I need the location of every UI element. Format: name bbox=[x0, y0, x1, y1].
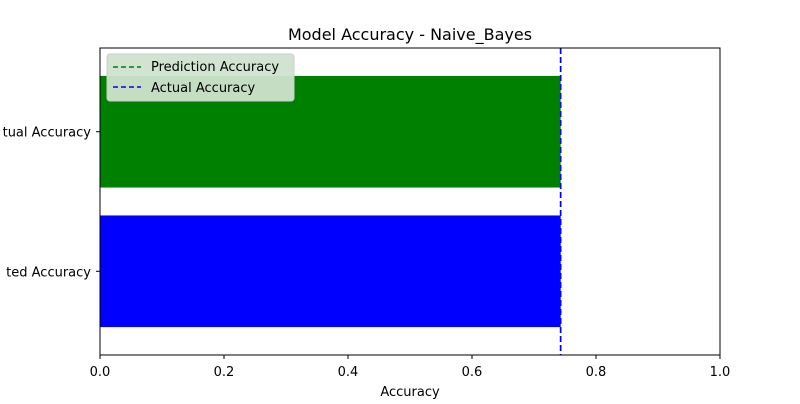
x-tick-label: 0.8 bbox=[586, 365, 607, 380]
bars-layer bbox=[100, 75, 561, 328]
y-tick-label: ted Accuracy bbox=[6, 265, 91, 280]
legend-label-actual-accuracy: Actual Accuracy bbox=[151, 81, 256, 96]
axes-frame bbox=[99, 47, 721, 356]
bar-predicted-accuracy bbox=[100, 215, 561, 328]
x-tick-label: 0.6 bbox=[462, 365, 483, 380]
x-tick-label: 0.2 bbox=[214, 365, 235, 380]
x-tick-label: 0.4 bbox=[338, 365, 359, 380]
y-axis-ticks: ted Accuracy tual Accuracy bbox=[3, 126, 100, 280]
legend-label-prediction-accuracy: Prediction Accuracy bbox=[151, 60, 279, 75]
x-axis-ticks: 0.0 0.2 0.4 0.6 0.8 1.0 bbox=[90, 355, 731, 380]
x-tick-label: 1.0 bbox=[710, 365, 731, 380]
x-tick-label: 0.0 bbox=[90, 365, 111, 380]
x-axis-label: Accuracy bbox=[380, 385, 440, 400]
chart-title: Model Accuracy - Naive_Bayes bbox=[288, 25, 532, 45]
legend-box bbox=[106, 53, 295, 102]
y-tick-label: tual Accuracy bbox=[3, 126, 92, 141]
legend: Prediction Accuracy Actual Accuracy bbox=[106, 53, 295, 102]
